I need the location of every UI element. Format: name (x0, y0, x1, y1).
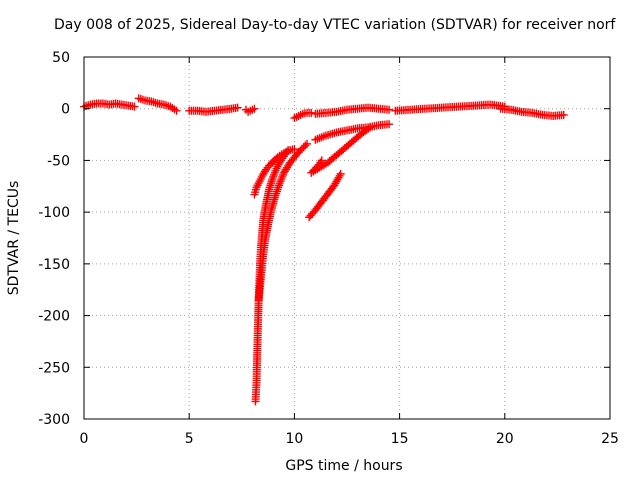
series-arc-15 (496, 104, 568, 120)
x-tick-label: 0 (80, 431, 89, 447)
y-tick-label: -150 (38, 257, 70, 273)
tick-layer: 50 0 -50 -100 -150 -200 -250 -300 0 5 10 15 20 25 (38, 50, 619, 447)
data-point (559, 110, 568, 119)
series-arc-6 (250, 145, 299, 199)
x-axis-label: GPS time / hours (285, 458, 402, 474)
series-arc-1 (80, 99, 139, 111)
data-point (385, 105, 394, 114)
y-tick-label: -250 (38, 360, 70, 376)
y-tick-label: 0 (61, 102, 70, 118)
data-point (301, 141, 310, 150)
data-point (336, 169, 345, 178)
data-marks (80, 94, 568, 406)
x-tick-label: 25 (601, 431, 619, 447)
series-arc-2 (134, 94, 181, 115)
data-point (290, 145, 299, 154)
y-axis-label: SDTVAR / TECUs (6, 181, 22, 296)
chart-title: Day 008 of 2025, Sidereal Day-to-day VTE… (0, 17, 640, 37)
series-arc-12 (309, 156, 326, 175)
data-point (366, 123, 375, 132)
x-tick-label: 20 (496, 431, 514, 447)
series-arc-11 (307, 123, 375, 177)
plot-frame (83, 56, 611, 420)
x-tick-label: 15 (391, 431, 409, 447)
series-arc-14 (391, 100, 509, 115)
series-arc-7 (254, 139, 312, 305)
data-point (250, 104, 259, 113)
series-arc-8 (290, 108, 316, 123)
y-tick-label: -300 (38, 412, 70, 428)
series-arc-13 (305, 169, 345, 222)
data-point (317, 156, 326, 165)
data-point (307, 108, 316, 117)
data-point (172, 106, 181, 115)
data-point (335, 171, 344, 180)
series-arc-4 (242, 104, 259, 116)
y-tick-label: -100 (38, 205, 70, 221)
y-tick-label: -50 (47, 153, 70, 169)
x-tick-label: 5 (185, 431, 194, 447)
y-tick-label: -200 (38, 309, 70, 325)
series-arc-3 (185, 103, 242, 116)
data-point (364, 124, 373, 133)
data-point (130, 102, 139, 111)
data-point (233, 103, 242, 112)
chart-title-text: Day 008 of 2025, Sidereal Day-to-day VTE… (54, 17, 616, 33)
data-point (385, 120, 394, 129)
data-point (303, 139, 312, 148)
x-tick-label: 10 (285, 431, 303, 447)
series-arc-9 (311, 103, 394, 118)
y-tick-label: 50 (52, 50, 70, 66)
